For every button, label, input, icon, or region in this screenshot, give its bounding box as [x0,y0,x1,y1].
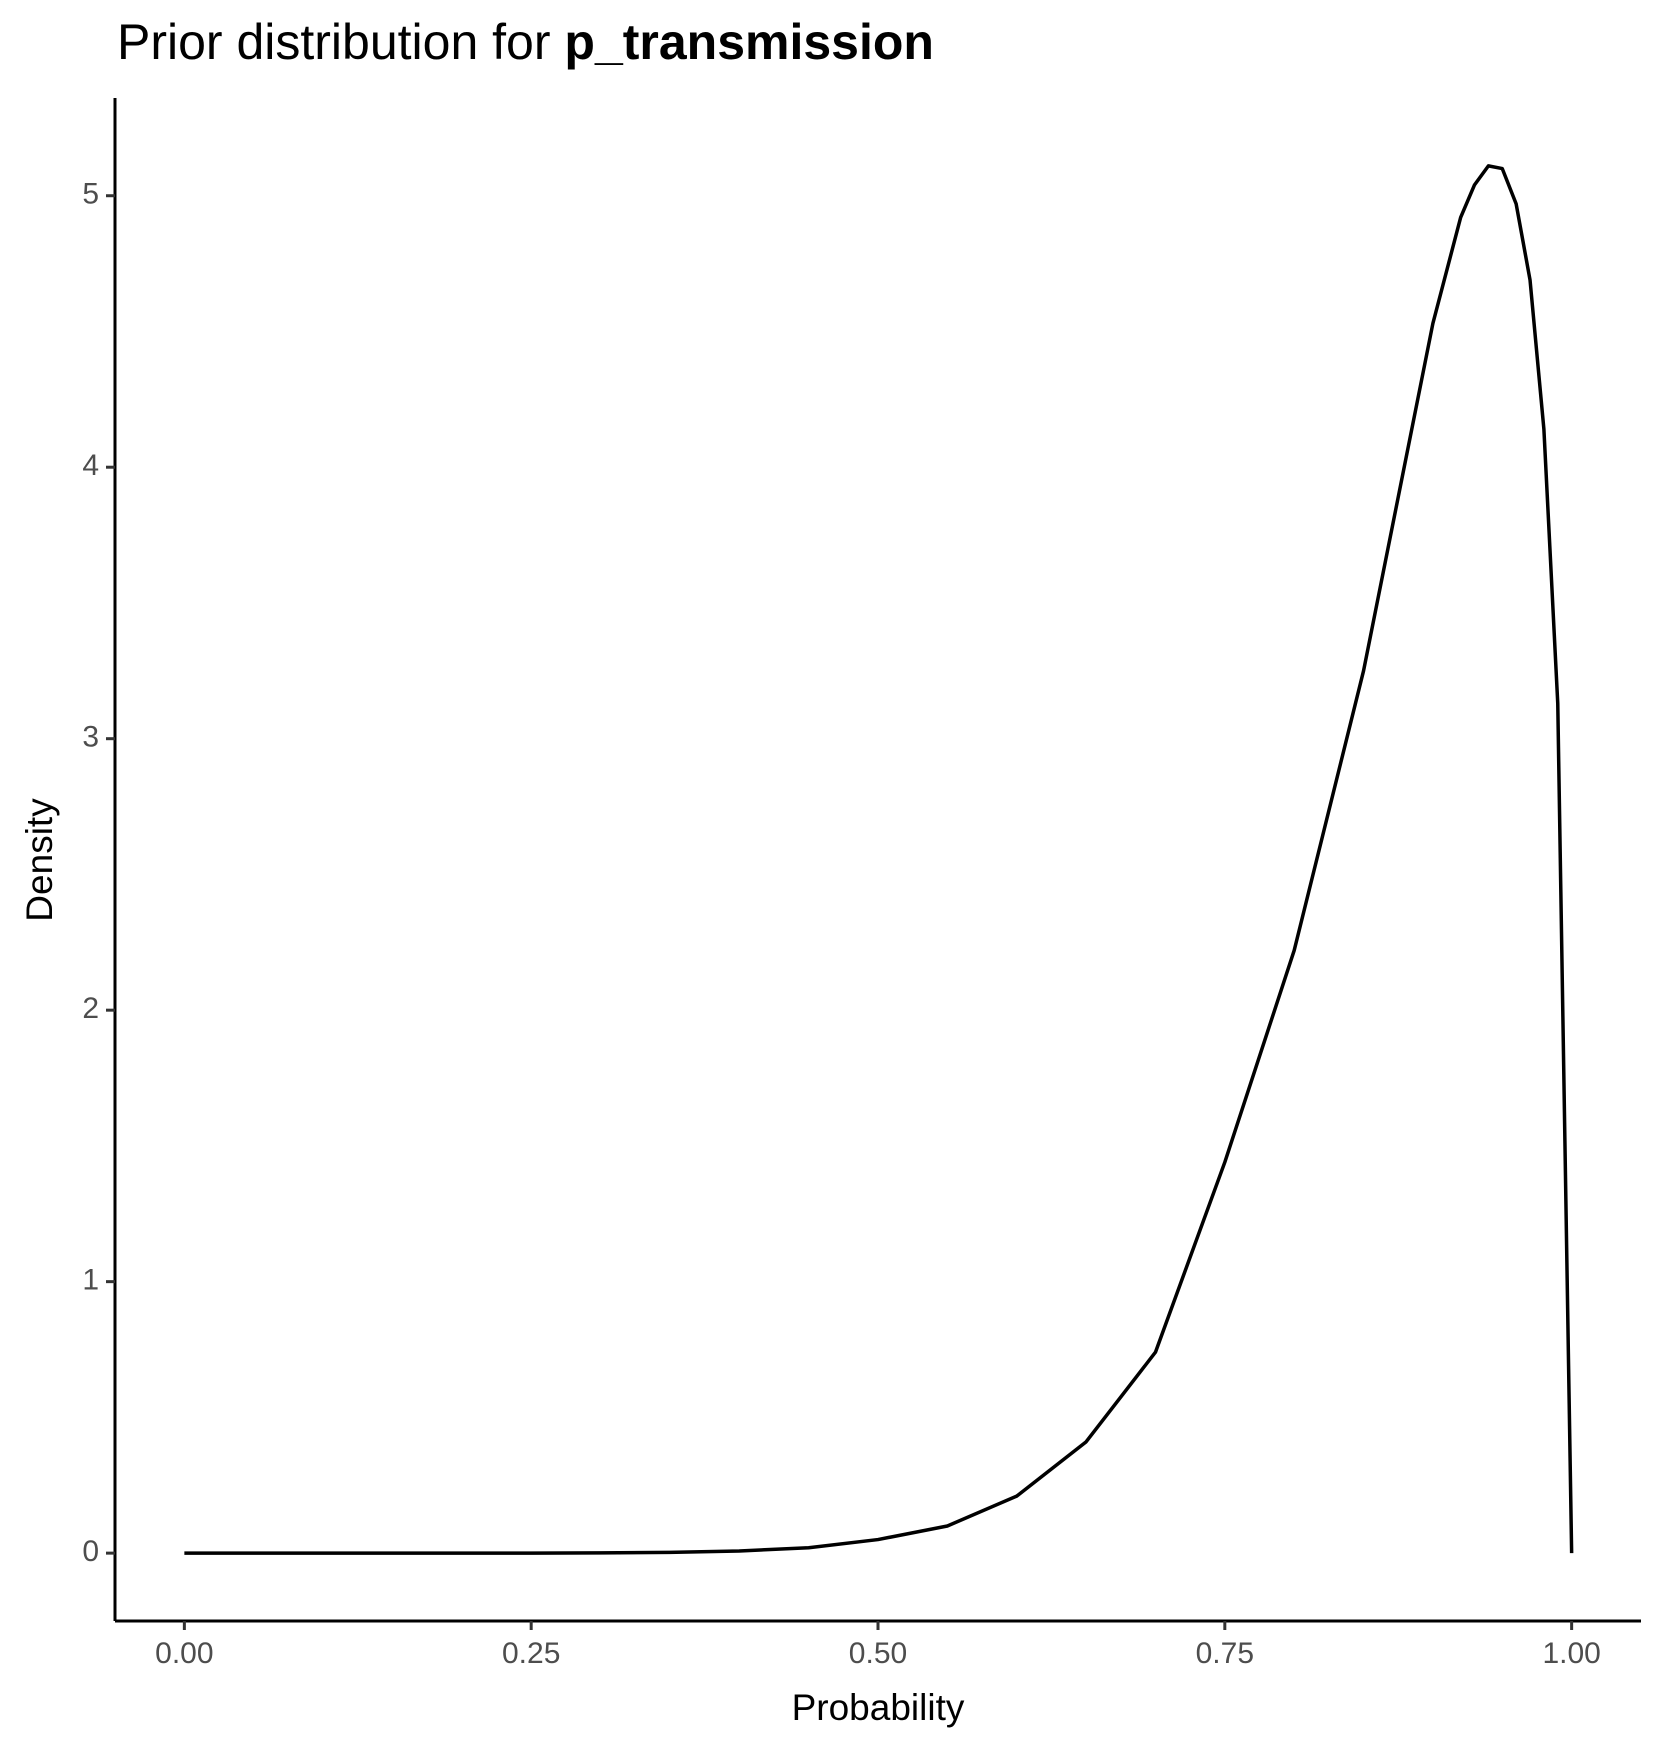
x-tick-label: 0.25 [502,1637,560,1670]
y-tick-label: 2 [82,992,99,1025]
y-axis-title: Density [19,798,60,922]
x-tick-label: 0.75 [1196,1637,1254,1670]
title-text: Prior distribution for [117,14,551,70]
x-tick-label: 0.50 [849,1637,907,1670]
chart-title: Prior distribution for p_transmission [117,14,934,70]
y-tick-label: 4 [82,449,99,482]
x-tick-label: 1.00 [1542,1637,1600,1670]
y-tick-label: 5 [82,178,99,211]
x-axis-title: Probability [792,1687,965,1728]
y-tick-label: 0 [82,1535,99,1568]
title-emphasis: p_transmission [564,14,934,70]
y-tick-label: 3 [82,721,99,754]
x-tick-label: 0.00 [155,1637,213,1670]
y-tick-label: 1 [82,1264,99,1297]
density-line [184,164,1574,1555]
